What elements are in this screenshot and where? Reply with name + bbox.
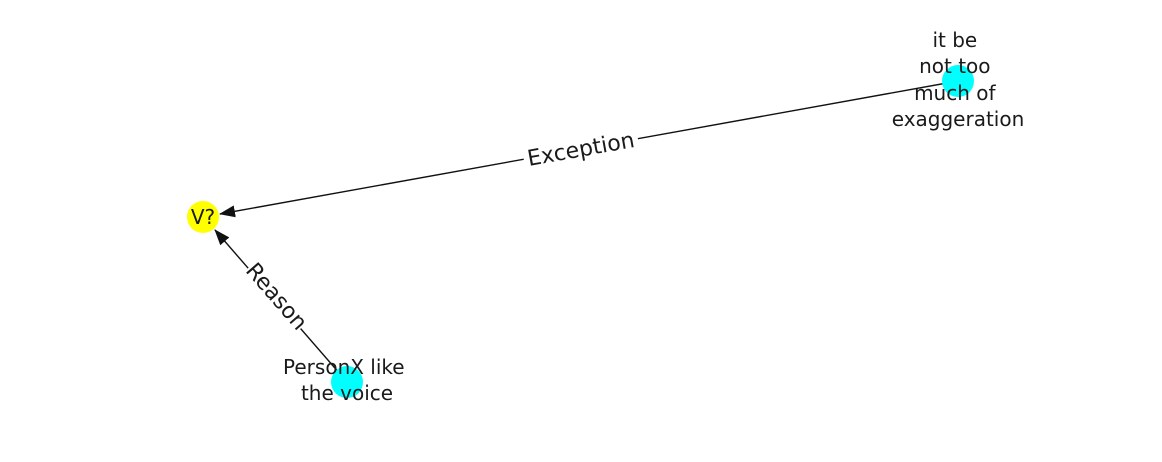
- node-reason-source-label-line: the voice: [301, 381, 393, 405]
- node-v-label-line: V?: [191, 205, 215, 229]
- edge-reason-label: Reason: [240, 259, 311, 336]
- node-exception-source-label-line: not too: [919, 54, 990, 78]
- node-reason-source: PersonX like the voice: [283, 355, 411, 405]
- node-exception-source: it be not too much of exaggeration: [892, 28, 1025, 131]
- node-v: V?: [187, 201, 219, 233]
- edge-exception-label: Exception: [526, 128, 637, 172]
- node-v-circle: [187, 201, 219, 233]
- node-v-label: V?: [191, 205, 215, 229]
- node-exception-source-circle: [942, 65, 974, 97]
- edge-exception: Exception: [219, 80, 959, 218]
- node-reason-source-circle: [331, 366, 363, 398]
- edge-exception-label-bg: [521, 124, 641, 176]
- node-exception-source-label: it be not too much of exaggeration: [892, 28, 1025, 131]
- node-exception-source-label-line: much of: [914, 81, 996, 105]
- edge-reason-label-bg: [238, 256, 314, 338]
- node-exception-source-label-line: exaggeration: [892, 107, 1025, 131]
- node-reason-source-label-line: PersonX like: [283, 355, 405, 379]
- node-reason-source-label: PersonX like the voice: [283, 355, 411, 405]
- node-exception-source-label-line: it be: [932, 28, 977, 52]
